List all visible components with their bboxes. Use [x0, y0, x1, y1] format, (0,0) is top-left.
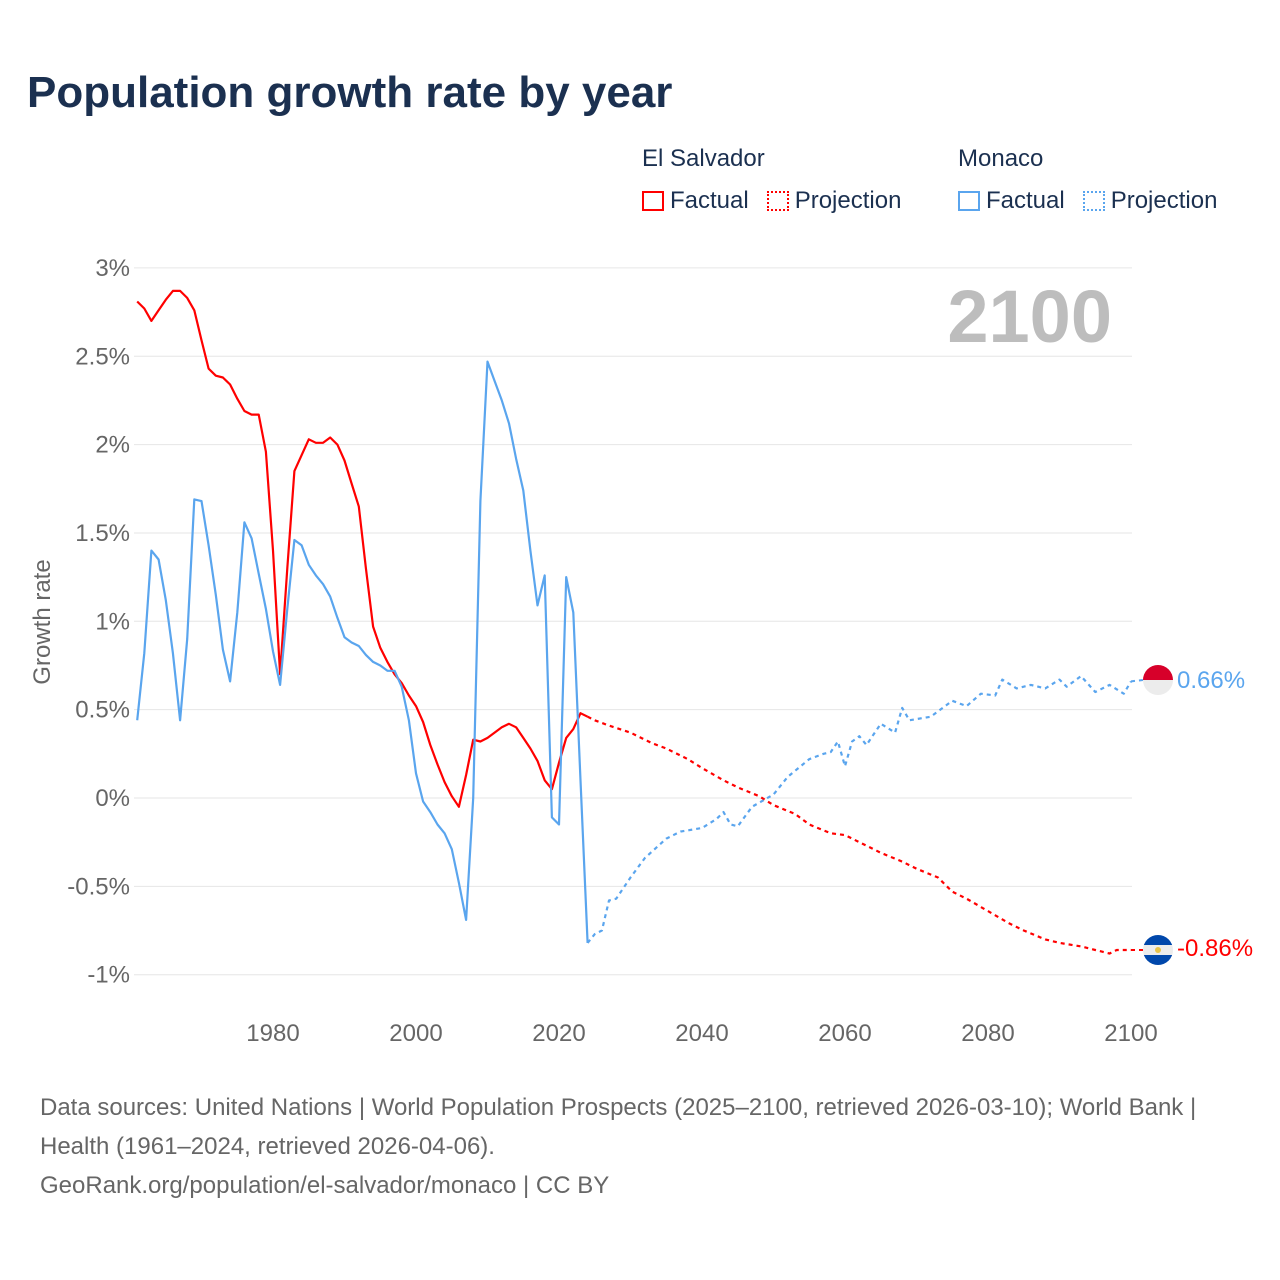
- legend-label: Factual: [986, 187, 1065, 214]
- x-tick-label: 2040: [675, 1020, 728, 1047]
- legend-group-label: El Salvador: [642, 145, 765, 172]
- solid-swatch-icon: [642, 191, 664, 211]
- legend-label: Factual: [670, 187, 749, 214]
- monaco-end-marker: 0.66%: [1143, 665, 1245, 695]
- year-display: 2100: [947, 275, 1112, 358]
- footer: Data sources: United Nations | World Pop…: [40, 1088, 1240, 1205]
- el-salvador-end-value: -0.86%: [1177, 935, 1253, 962]
- dotted-swatch-icon: [1082, 191, 1105, 211]
- y-tick-label: 2.5%: [75, 343, 130, 370]
- legend-el-salvador: El Salvador Factual Projection: [642, 145, 913, 215]
- legend-monaco-projection[interactable]: Projection: [1082, 187, 1218, 215]
- y-tick-label: 0.5%: [75, 697, 130, 724]
- x-tick-label: 2080: [961, 1020, 1014, 1047]
- x-tick-label: 2020: [532, 1020, 585, 1047]
- series-el-salvador-factual: [136, 289, 589, 808]
- el-salvador-flag-icon: [1143, 935, 1173, 965]
- y-tick-label: 1.5%: [75, 520, 130, 547]
- legend-label: Projection: [794, 187, 902, 214]
- monaco-flag-icon: [1143, 665, 1173, 695]
- legend-el-salvador-projection[interactable]: Projection: [766, 187, 902, 215]
- el-salvador-end-marker: -0.86%: [1143, 935, 1253, 965]
- dotted-swatch-icon: [766, 191, 789, 211]
- y-tick-label: 0%: [95, 785, 130, 812]
- legend-label: Projection: [1110, 187, 1218, 214]
- series-monaco-projection: [586, 674, 1132, 944]
- x-tick-label: 2000: [389, 1020, 442, 1047]
- y-tick-label: 3%: [95, 255, 130, 282]
- x-tick-label: 2060: [818, 1020, 871, 1047]
- x-tick-label: 1980: [246, 1020, 299, 1047]
- y-axis-label: Growth rate: [29, 559, 56, 684]
- series-el-salvador-projection: [587, 715, 1131, 955]
- data-sources: Data sources: United Nations | World Pop…: [40, 1094, 1197, 1160]
- x-tick-label: 2100: [1104, 1020, 1157, 1047]
- y-tick-label: -1%: [87, 962, 130, 989]
- chart-title: Population growth rate by year: [27, 68, 673, 117]
- y-tick-label: 1%: [95, 608, 130, 635]
- attribution: GeoRank.org/population/el-salvador/monac…: [40, 1172, 610, 1199]
- y-tick-label: 2%: [95, 432, 130, 459]
- monaco-connector: [1130, 679, 1144, 683]
- legend-monaco: Monaco Factual Projection: [958, 145, 1229, 215]
- legend-group-label: Monaco: [958, 145, 1044, 172]
- legend-monaco-factual[interactable]: Factual: [958, 187, 1065, 215]
- legend-el-salvador-factual[interactable]: Factual: [642, 187, 749, 215]
- monaco-end-value: 0.66%: [1177, 667, 1245, 694]
- series-monaco-factual: [136, 360, 589, 943]
- y-tick-label: -0.5%: [67, 873, 130, 900]
- solid-swatch-icon: [958, 191, 980, 211]
